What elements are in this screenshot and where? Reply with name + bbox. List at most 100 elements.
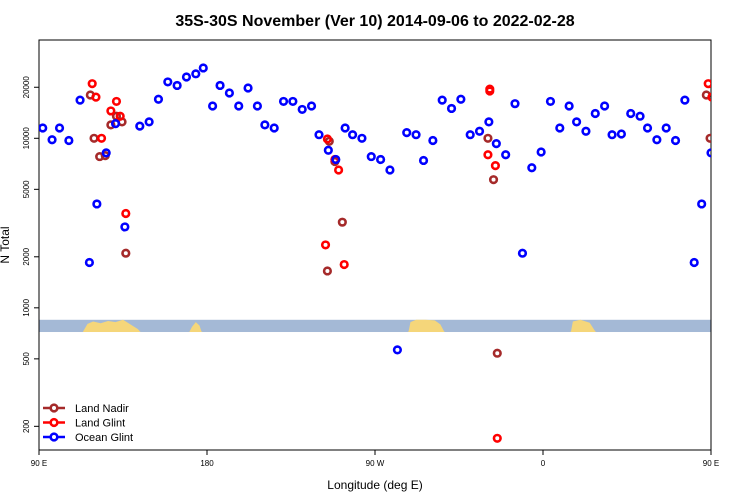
point-ocean-glint-61 (590, 108, 600, 119)
point-ocean-glint-16 (191, 69, 201, 79)
point-ocean-glint-67 (642, 123, 653, 133)
point-ocean-glint-43 (428, 135, 438, 146)
point-ocean-glint-35 (357, 133, 367, 143)
y-tick-label-2: 1000 (22, 298, 31, 316)
point-ocean-glint-5 (84, 257, 94, 268)
point-ocean-glint-25 (269, 123, 279, 133)
chart-title: 35S-30S November (Ver 10) 2014-09-06 to … (175, 13, 574, 30)
point-ocean-glint-10 (135, 121, 145, 131)
legend-label-ocean-glint: Ocean Glint (75, 432, 133, 444)
y-tick-label-0: 200 (22, 419, 31, 433)
point-land-nadir-16 (705, 133, 711, 143)
point-ocean-glint-7 (101, 148, 111, 158)
point-ocean-glint-1 (47, 135, 57, 145)
legend-marker-ocean-glint (49, 432, 59, 442)
legend: Land Nadir Land Glint Ocean Glint (43, 403, 133, 444)
point-land-nadir-4 (106, 120, 116, 130)
point-land-glint-11 (339, 259, 349, 270)
point-ocean-glint-27 (288, 96, 298, 107)
point-ocean-glint-33 (340, 123, 350, 133)
point-ocean-glint-17 (198, 63, 208, 73)
point-ocean-glint-58 (564, 101, 574, 111)
point-land-glint-7 (320, 240, 331, 250)
point-ocean-glint-49 (484, 117, 494, 127)
point-land-glint-16 (492, 433, 502, 443)
point-ocean-glint-14 (172, 80, 182, 91)
point-ocean-glint-26 (278, 96, 289, 107)
point-ocean-glint-51 (501, 150, 511, 160)
y-axis: 200 500 1000 2000 5000 10000 20000 (22, 76, 39, 433)
point-ocean-glint-2 (54, 123, 65, 133)
map-ocean (39, 319, 711, 333)
point-ocean-glint-9 (120, 222, 130, 232)
point-ocean-glint-28 (297, 104, 307, 115)
point-ocean-glint-37 (376, 154, 386, 165)
point-land-nadir-7 (121, 248, 131, 258)
y-tick-label-6: 20000 (22, 76, 31, 99)
point-land-glint-14 (485, 84, 495, 94)
world-map-strip (39, 319, 711, 333)
point-ocean-glint-52 (510, 99, 520, 109)
point-ocean-glint-36 (366, 151, 376, 162)
point-land-glint-4 (111, 96, 122, 107)
y-tick-label-1: 500 (22, 352, 31, 366)
point-ocean-glint-3 (64, 135, 74, 146)
point-ocean-glint-48 (474, 126, 485, 136)
point-ocean-glint-30 (314, 130, 324, 140)
point-ocean-glint-64 (616, 129, 627, 139)
x-tick-label-4: 90 E (703, 459, 719, 468)
point-land-glint-17 (703, 79, 711, 89)
point-land-glint-6 (121, 208, 131, 219)
x-axis: 90 E 180 90 W 0 90 E (31, 450, 719, 468)
legend-marker-land-nadir (49, 403, 59, 413)
point-ocean-glint-55 (536, 147, 546, 157)
point-land-nadir-8 (322, 266, 333, 276)
point-ocean-glint-18 (208, 101, 218, 111)
point-ocean-glint-0 (39, 123, 48, 133)
point-land-glint-10 (334, 165, 344, 175)
point-ocean-glint-57 (555, 123, 565, 133)
point-ocean-glint-73 (697, 199, 707, 209)
point-ocean-glint-59 (571, 117, 582, 127)
point-land-glint-2 (96, 133, 107, 143)
point-land-glint-12 (483, 150, 493, 160)
point-ocean-glint-47 (465, 130, 475, 140)
point-land-nadir-14 (492, 348, 502, 358)
y-axis-label: N Total (0, 226, 12, 263)
point-ocean-glint-66 (635, 111, 645, 121)
x-tick-label-1: 180 (200, 459, 214, 468)
point-ocean-glint-29 (306, 101, 317, 111)
point-ocean-glint-42 (418, 155, 429, 166)
legend-marker-land-glint (49, 417, 59, 428)
point-land-glint-5 (115, 111, 125, 121)
map-land-australia (82, 319, 141, 333)
point-ocean-glint-38 (385, 165, 395, 175)
point-ocean-glint-22 (243, 83, 253, 93)
point-ocean-glint-50 (491, 139, 501, 149)
point-ocean-glint-74 (706, 148, 711, 158)
point-ocean-glint-15 (181, 72, 192, 82)
point-ocean-glint-20 (224, 88, 234, 98)
point-land-glint-0 (87, 79, 97, 89)
point-ocean-glint-62 (599, 101, 610, 111)
point-ocean-glint-12 (153, 94, 164, 104)
point-ocean-glint-41 (411, 130, 421, 140)
y-tick-label-4: 5000 (22, 180, 31, 198)
point-ocean-glint-23 (252, 101, 262, 111)
point-land-glint-1 (91, 92, 101, 102)
map-land-africa (570, 319, 597, 333)
point-ocean-glint-21 (234, 101, 244, 111)
point-ocean-glint-40 (402, 128, 412, 138)
point-ocean-glint-44 (437, 95, 447, 105)
point-ocean-glint-45 (446, 103, 457, 114)
point-ocean-glint-11 (144, 117, 154, 127)
point-land-glint-3 (106, 106, 116, 116)
point-ocean-glint-39 (392, 345, 403, 355)
point-ocean-glint-56 (545, 96, 556, 107)
x-tick-label-2: 90 W (366, 459, 385, 468)
point-ocean-glint-69 (661, 123, 671, 133)
point-ocean-glint-8 (110, 119, 121, 129)
point-ocean-glint-4 (75, 95, 85, 105)
point-ocean-glint-54 (527, 163, 537, 173)
